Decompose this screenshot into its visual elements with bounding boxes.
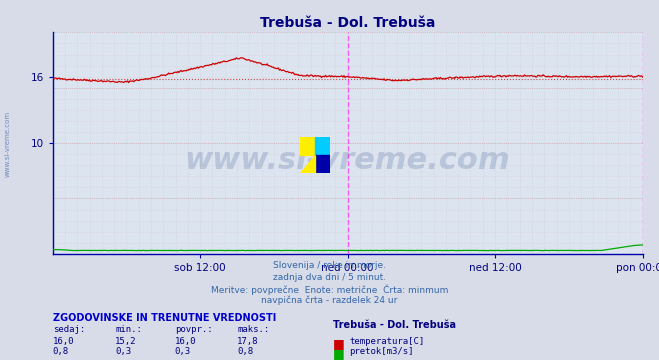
Text: maks.:: maks.: [237, 325, 270, 334]
Text: 0,8: 0,8 [237, 347, 253, 356]
Text: 17,8: 17,8 [237, 337, 259, 346]
Text: www.si-vreme.com: www.si-vreme.com [185, 146, 511, 175]
Bar [315, 155, 330, 173]
Text: 16,0: 16,0 [53, 337, 74, 346]
Text: Trebuša - Dol. Trebuša: Trebuša - Dol. Trebuša [333, 320, 456, 330]
Text: pretok[m3/s]: pretok[m3/s] [349, 347, 414, 356]
Text: 16,0: 16,0 [175, 337, 196, 346]
Text: 15,2: 15,2 [115, 337, 137, 346]
Text: 0,8: 0,8 [53, 347, 69, 356]
Text: temperatura[C]: temperatura[C] [349, 337, 424, 346]
Bar [315, 137, 330, 155]
Text: ■: ■ [333, 347, 345, 360]
Text: min.:: min.: [115, 325, 142, 334]
Text: Slovenija / reke in morje.: Slovenija / reke in morje. [273, 261, 386, 270]
Text: 0,3: 0,3 [115, 347, 131, 356]
Title: Trebuša - Dol. Trebuša: Trebuša - Dol. Trebuša [260, 16, 436, 30]
Text: ■: ■ [333, 337, 345, 350]
Text: navpična črta - razdelek 24 ur: navpična črta - razdelek 24 ur [262, 296, 397, 305]
Text: www.si-vreme.com: www.si-vreme.com [5, 111, 11, 177]
Text: sedaj:: sedaj: [53, 325, 85, 334]
Text: Meritve: povprečne  Enote: metrične  Črta: minmum: Meritve: povprečne Enote: metrične Črta:… [211, 284, 448, 294]
Text: zadnja dva dni / 5 minut.: zadnja dva dni / 5 minut. [273, 273, 386, 282]
Polygon shape [300, 155, 315, 173]
Text: 0,3: 0,3 [175, 347, 190, 356]
Bar [300, 137, 315, 155]
Text: ZGODOVINSKE IN TRENUTNE VREDNOSTI: ZGODOVINSKE IN TRENUTNE VREDNOSTI [53, 313, 276, 323]
Text: povpr.:: povpr.: [175, 325, 212, 334]
